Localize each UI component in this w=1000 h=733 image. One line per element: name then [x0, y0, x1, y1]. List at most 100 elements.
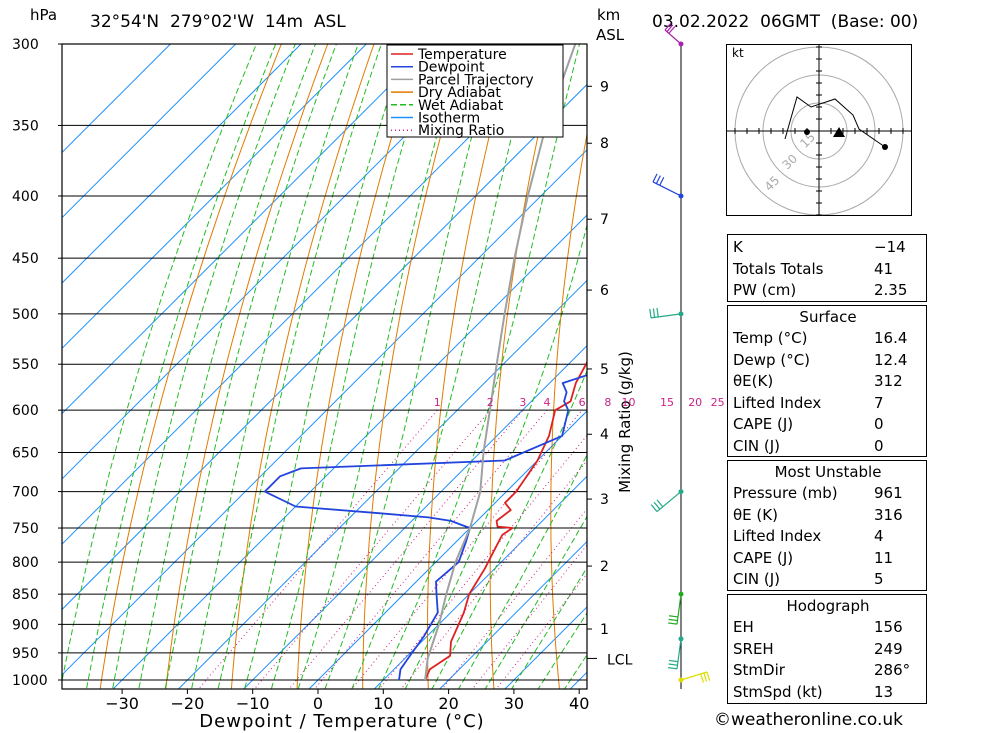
- wind-barb: [656, 491, 682, 513]
- lcl-label: LCL: [607, 652, 633, 668]
- wet-adiabat-line: [270, 44, 434, 689]
- index-row: Totals Totals 41: [728, 258, 928, 279]
- surface-value: 16.4: [874, 329, 908, 347]
- mixing-ratio-line: [253, 409, 491, 689]
- mixing-ratio-label: 20: [688, 396, 702, 409]
- wind-barb-feather: [668, 618, 678, 622]
- dry-adiabat-line: [230, 44, 375, 689]
- wind-barb: [680, 671, 708, 681]
- km-tick-label: 4: [600, 427, 609, 443]
- wet-adiabat-line: [112, 44, 296, 689]
- hodograph-table-row: EH 156: [728, 616, 928, 637]
- most-unstable-value: 316: [874, 505, 903, 524]
- dry-adiabat-line: [165, 44, 329, 689]
- wind-barb-feather: [703, 672, 708, 682]
- hodograph-table-box: Hodograph EH 156 SREH 249 StmDir 286° StmSpd (…: [727, 594, 927, 704]
- isotherm-line: [177, 279, 587, 689]
- wind-barb: [676, 594, 682, 625]
- surface-value: 0: [874, 415, 884, 433]
- km-tick-label: 2: [600, 559, 609, 575]
- km-tick-label: 1: [600, 622, 609, 638]
- wet-adiabat-line: [138, 44, 316, 689]
- wind-level-dot: [678, 677, 684, 683]
- mixing-ratio-line: [351, 409, 583, 689]
- hodograph-table-row: SREH 249: [728, 638, 928, 659]
- hodograph-unit: kt: [732, 46, 744, 60]
- hodograph-table-title: Hodograph: [786, 597, 870, 615]
- isotherm-line: [308, 410, 587, 689]
- km-tick-label: 8: [600, 136, 609, 152]
- x-tick-label: 40: [569, 694, 589, 713]
- wet-adiabat-line: [404, 223, 587, 689]
- y-tick-label: 300: [12, 37, 39, 53]
- isotherm-line: [438, 540, 587, 689]
- most-unstable-title: Most Unstable: [774, 463, 882, 481]
- most-unstable-label: Pressure (mb): [733, 484, 838, 502]
- wind-level-dot: [678, 193, 684, 199]
- isotherm-line: [62, 44, 563, 545]
- legend-entry: Temperature: [417, 47, 507, 63]
- x-axis-label: Dewpoint / Temperature (°C): [199, 711, 484, 732]
- wind-barb-feather: [652, 173, 658, 183]
- surface-label: CIN (J): [733, 436, 781, 455]
- wet-adiabat-line: [431, 369, 587, 689]
- isotherm-line: [373, 475, 587, 689]
- wet-adiabat-line: [164, 44, 337, 689]
- hodograph-ring-label: 45: [762, 173, 783, 194]
- legend-entry: Dry Adiabat: [418, 85, 501, 101]
- surface-row: Lifted Index 7: [728, 392, 928, 413]
- hodograph-table-value: 286°: [874, 661, 911, 679]
- isotherm-line: [62, 83, 587, 611]
- dewpoint-line: [263, 374, 587, 681]
- wind-barb: [676, 638, 682, 669]
- most-unstable-row: CIN (J) 5: [728, 568, 928, 589]
- y-tick-label: 400: [12, 189, 39, 205]
- dry-adiabat-line: [666, 44, 698, 706]
- surface-label: Lifted Index: [733, 393, 822, 412]
- most-unstable-value: 11: [874, 548, 894, 567]
- surface-value: 12.4: [874, 350, 908, 369]
- mixing-ratio-label: 3: [519, 396, 526, 409]
- dry-adiabat-line: [975, 44, 1000, 706]
- km-tick-label: 9: [600, 79, 609, 95]
- hodograph-table-value: 13: [874, 682, 894, 701]
- wet-adiabat-line: [351, 44, 536, 689]
- y-unit-label: hPa: [30, 6, 58, 24]
- y-tick-label: 350: [12, 118, 39, 134]
- wind-barb-feather: [667, 667, 678, 670]
- y-tick-label: 800: [12, 555, 39, 571]
- km-tick-label: 6: [600, 283, 609, 299]
- hodograph-trace: [784, 96, 886, 148]
- mixing-ratio-label: 4: [544, 396, 551, 409]
- dry-adiabat-line: [489, 44, 560, 689]
- y-tick-label: 700: [12, 485, 39, 501]
- legend-entry: Parcel Trajectory: [418, 72, 534, 88]
- asl-unit-label: ASL: [596, 26, 625, 44]
- surface-row: CAPE (J) 0: [728, 413, 928, 434]
- mixing-ratio-label: 15: [660, 396, 674, 409]
- dry-adiabat-line: [427, 44, 514, 689]
- wind-barb-feather: [655, 175, 661, 184]
- mixing-ratio-label: 8: [604, 396, 611, 409]
- most-unstable-box: Most Unstable Pressure (mb) 961 θE (K) 316 L…: [727, 460, 927, 591]
- wind-barb-feather: [652, 308, 656, 318]
- wind-barb-feather: [668, 663, 678, 666]
- surface-row: Temp (°C) 16.4: [728, 327, 928, 348]
- mixing-ratio-label: 6: [579, 396, 586, 409]
- wind-barb-feather: [664, 22, 672, 31]
- wind-barb-feather: [668, 615, 679, 618]
- legend-entry: Wet Adiabat: [418, 98, 504, 114]
- x-tick-label: −30: [105, 694, 139, 713]
- mixing-ratio-line: [378, 434, 587, 689]
- wind-barb-feather: [650, 504, 658, 512]
- wind-barb: [652, 181, 682, 197]
- index-label: K: [733, 238, 743, 256]
- isotherm-line: [62, 44, 237, 219]
- wind-barb-feather: [653, 501, 661, 510]
- index-label: Totals Totals: [733, 259, 824, 278]
- km-tick-label: 3: [600, 492, 609, 508]
- storm-motion-marker: [833, 127, 845, 137]
- hodograph-table-label: StmDir: [733, 661, 785, 679]
